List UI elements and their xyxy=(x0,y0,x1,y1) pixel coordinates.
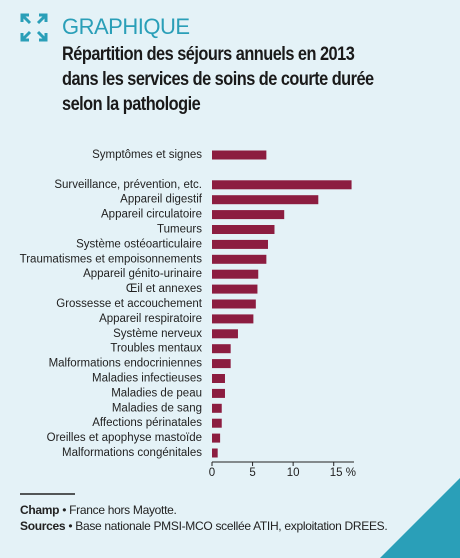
category-label: Tumeurs xyxy=(157,224,202,236)
bar xyxy=(212,254,267,264)
bar xyxy=(212,239,268,249)
bar xyxy=(212,269,259,279)
category-label: Maladies infectieuses xyxy=(92,373,202,385)
category-label: Maladies de sang xyxy=(112,402,202,414)
bar xyxy=(212,344,231,354)
bar xyxy=(212,418,222,428)
bar xyxy=(212,284,258,294)
bar xyxy=(212,195,319,205)
header-label: GRAPHIQUE xyxy=(62,14,190,39)
category-label: Appareil digestif xyxy=(120,194,203,206)
bar xyxy=(212,210,285,220)
footer-champ: Champ • France hors Mayotte. xyxy=(20,503,177,517)
sources-text: • Base nationale PMSI-MCO scellée ATIH, … xyxy=(68,519,388,533)
champ-label: Champ xyxy=(20,503,60,517)
bar xyxy=(212,150,267,160)
bar xyxy=(212,180,352,190)
category-label: Affections périnatales xyxy=(92,417,202,429)
bar xyxy=(212,359,231,369)
chart-title: Répartition des séjours annuels en 2013 … xyxy=(62,44,374,115)
bar xyxy=(212,403,222,413)
category-label: Système ostéoarticulaire xyxy=(76,238,202,250)
bar xyxy=(212,329,238,339)
category-label: Surveillance, prévention, etc. xyxy=(54,179,202,191)
bar xyxy=(212,225,275,234)
x-tick-label: 5 xyxy=(249,467,255,479)
bar xyxy=(212,388,225,398)
category-label: Système nerveux xyxy=(113,328,202,340)
sources-label: Sources xyxy=(20,519,66,533)
x-tick-label: 15 % xyxy=(330,467,356,479)
bar xyxy=(212,314,254,324)
category-label: Traumatismes et empoisonnements xyxy=(20,253,203,265)
bar xyxy=(212,374,225,383)
category-label: Appareil circulatoire xyxy=(101,209,202,221)
corner-triangle xyxy=(380,478,460,558)
bar xyxy=(212,448,218,458)
category-label: Appareil respiratoire xyxy=(99,313,202,325)
expand-icon xyxy=(20,13,48,42)
bar xyxy=(212,433,221,443)
bar xyxy=(212,299,256,309)
category-label: Malformations endocriniennes xyxy=(49,358,203,370)
category-label: Symptômes et signes xyxy=(92,149,202,161)
category-label: Appareil génito-urinaire xyxy=(83,268,202,280)
category-label: Maladies de peau xyxy=(111,387,202,399)
category-label: Œil et annexes xyxy=(126,283,202,295)
category-label: Troubles mentaux xyxy=(110,343,202,355)
x-tick-label: 10 xyxy=(287,467,300,479)
category-label: Grossesse et accouchement xyxy=(56,298,203,310)
x-tick-label: 0 xyxy=(209,467,215,479)
footer-sources: Sources • Base nationale PMSI-MCO scellé… xyxy=(20,519,388,533)
category-label: Oreilles et apophyse mastoïde xyxy=(47,432,202,444)
champ-text: • France hors Mayotte. xyxy=(62,503,177,517)
category-label: Malformations congénitales xyxy=(62,447,202,459)
